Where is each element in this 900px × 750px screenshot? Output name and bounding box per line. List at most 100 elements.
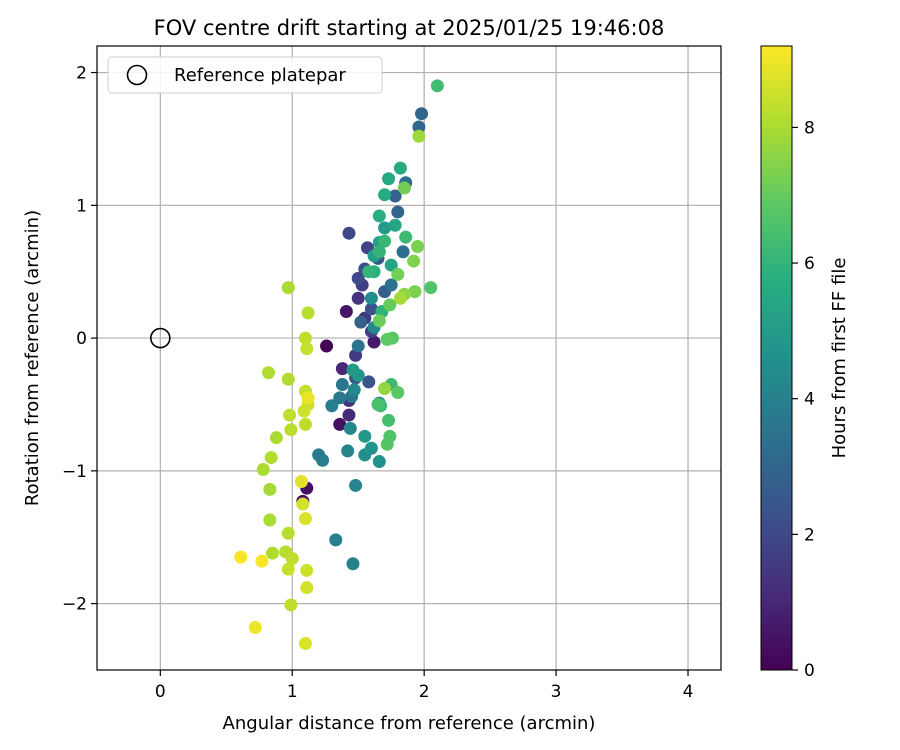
data-point-102	[269, 431, 283, 445]
data-point-0	[320, 339, 334, 353]
colorbar-tick-label-3: 6	[804, 254, 815, 274]
data-point-89	[378, 382, 392, 396]
data-point-117	[298, 512, 312, 526]
plot-frame	[96, 45, 722, 671]
data-point-24	[388, 189, 402, 203]
colorbar: 0 2 4 6 8 Hours from first FF file	[760, 45, 850, 681]
data-point-60	[378, 188, 392, 202]
y-tick-label-2: 0	[76, 329, 87, 349]
data-point-91	[262, 366, 276, 380]
data-point-87	[412, 129, 426, 143]
data-point-31	[351, 339, 365, 353]
data-point-33	[335, 378, 349, 392]
data-point-104	[256, 463, 270, 477]
data-point-76	[380, 332, 394, 346]
reference-platepar-marker	[150, 327, 171, 349]
legend-box	[107, 56, 383, 94]
data-point-58	[382, 172, 396, 186]
colorbar-label: Hours from first FF file	[829, 258, 850, 459]
data-point-106	[263, 513, 277, 527]
grid-lines	[97, 46, 721, 670]
data-point-6	[335, 362, 349, 376]
scatter-points	[234, 79, 444, 650]
data-point-108	[265, 546, 279, 560]
y-tick-label-4: 2	[76, 64, 87, 84]
data-point-67	[399, 230, 413, 244]
data-point-79	[391, 267, 405, 281]
data-point-36	[316, 453, 330, 467]
y-axis-ticks: −2 −1 0 1 2	[62, 64, 97, 615]
data-point-81	[408, 285, 422, 299]
colorbar-tick-label-1: 2	[804, 525, 815, 545]
colorbar-tick-label-2: 4	[804, 390, 815, 410]
data-point-61	[372, 209, 386, 223]
colorbar-tick-label-4: 8	[804, 118, 815, 138]
data-point-94	[298, 331, 312, 345]
colorbar-gradient	[760, 45, 793, 671]
y-tick-label-3: 1	[76, 196, 87, 216]
data-point-7	[342, 408, 356, 422]
y-tick-label-0: −2	[62, 595, 87, 615]
data-point-70	[382, 413, 396, 427]
x-tick-label-1: 1	[287, 682, 298, 702]
data-point-41	[341, 444, 355, 458]
data-point-107	[281, 526, 295, 540]
data-point-113	[300, 563, 314, 577]
data-point-51	[346, 363, 360, 377]
data-point-34	[333, 391, 347, 405]
colorbar-tick-label-0: 0	[804, 661, 815, 681]
data-point-118	[294, 474, 308, 488]
data-point-48	[372, 455, 386, 469]
data-point-101	[298, 417, 312, 431]
data-point-73	[380, 437, 394, 451]
x-axis-label: Angular distance from reference (arcmin)	[223, 713, 596, 734]
data-point-65	[372, 245, 386, 259]
data-point-99	[283, 408, 297, 422]
plot-area: 0 1 2 3 4 −2 −1 0 1 2	[62, 45, 722, 702]
data-point-23	[354, 315, 368, 329]
x-axis-ticks: 0 1 2 3 4	[155, 670, 694, 702]
data-point-45	[364, 291, 378, 305]
data-point-52	[358, 429, 372, 443]
data-point-38	[329, 533, 343, 547]
data-point-18	[364, 302, 378, 316]
legend-marker-icon	[126, 64, 148, 86]
data-point-122	[248, 621, 262, 635]
data-point-39	[346, 557, 360, 571]
data-point-40	[349, 478, 363, 492]
data-point-112	[284, 598, 298, 612]
data-point-56	[384, 258, 398, 272]
data-point-71	[371, 397, 385, 411]
data-point-29	[396, 245, 410, 259]
data-point-66	[378, 234, 392, 248]
data-point-4	[339, 305, 353, 319]
data-point-93	[301, 306, 315, 320]
data-point-114	[300, 581, 314, 595]
data-point-116	[296, 497, 310, 511]
y-tick-label-1: −1	[62, 462, 87, 482]
data-point-82	[407, 254, 421, 268]
data-point-3	[333, 417, 347, 431]
data-point-100	[284, 423, 298, 437]
legend-entry-reference-platepar: Reference platepar	[174, 65, 346, 86]
data-point-9	[351, 291, 365, 305]
data-point-85	[411, 239, 425, 253]
data-point-103	[264, 451, 278, 465]
x-tick-label-3: 3	[551, 682, 562, 702]
legend: Reference platepar	[107, 56, 383, 94]
data-point-74	[391, 386, 405, 400]
data-point-15	[342, 226, 356, 240]
data-point-25	[391, 205, 405, 219]
data-point-95	[300, 342, 314, 356]
data-point-119	[301, 391, 315, 405]
x-tick-label-4: 4	[683, 682, 694, 702]
data-point-90	[281, 281, 295, 295]
data-point-53	[378, 221, 392, 235]
data-point-42	[343, 421, 357, 435]
x-tick-label-2: 2	[419, 682, 430, 702]
data-point-92	[281, 372, 295, 386]
data-point-59	[393, 161, 407, 175]
data-point-83	[430, 79, 444, 93]
data-point-16	[351, 271, 365, 285]
